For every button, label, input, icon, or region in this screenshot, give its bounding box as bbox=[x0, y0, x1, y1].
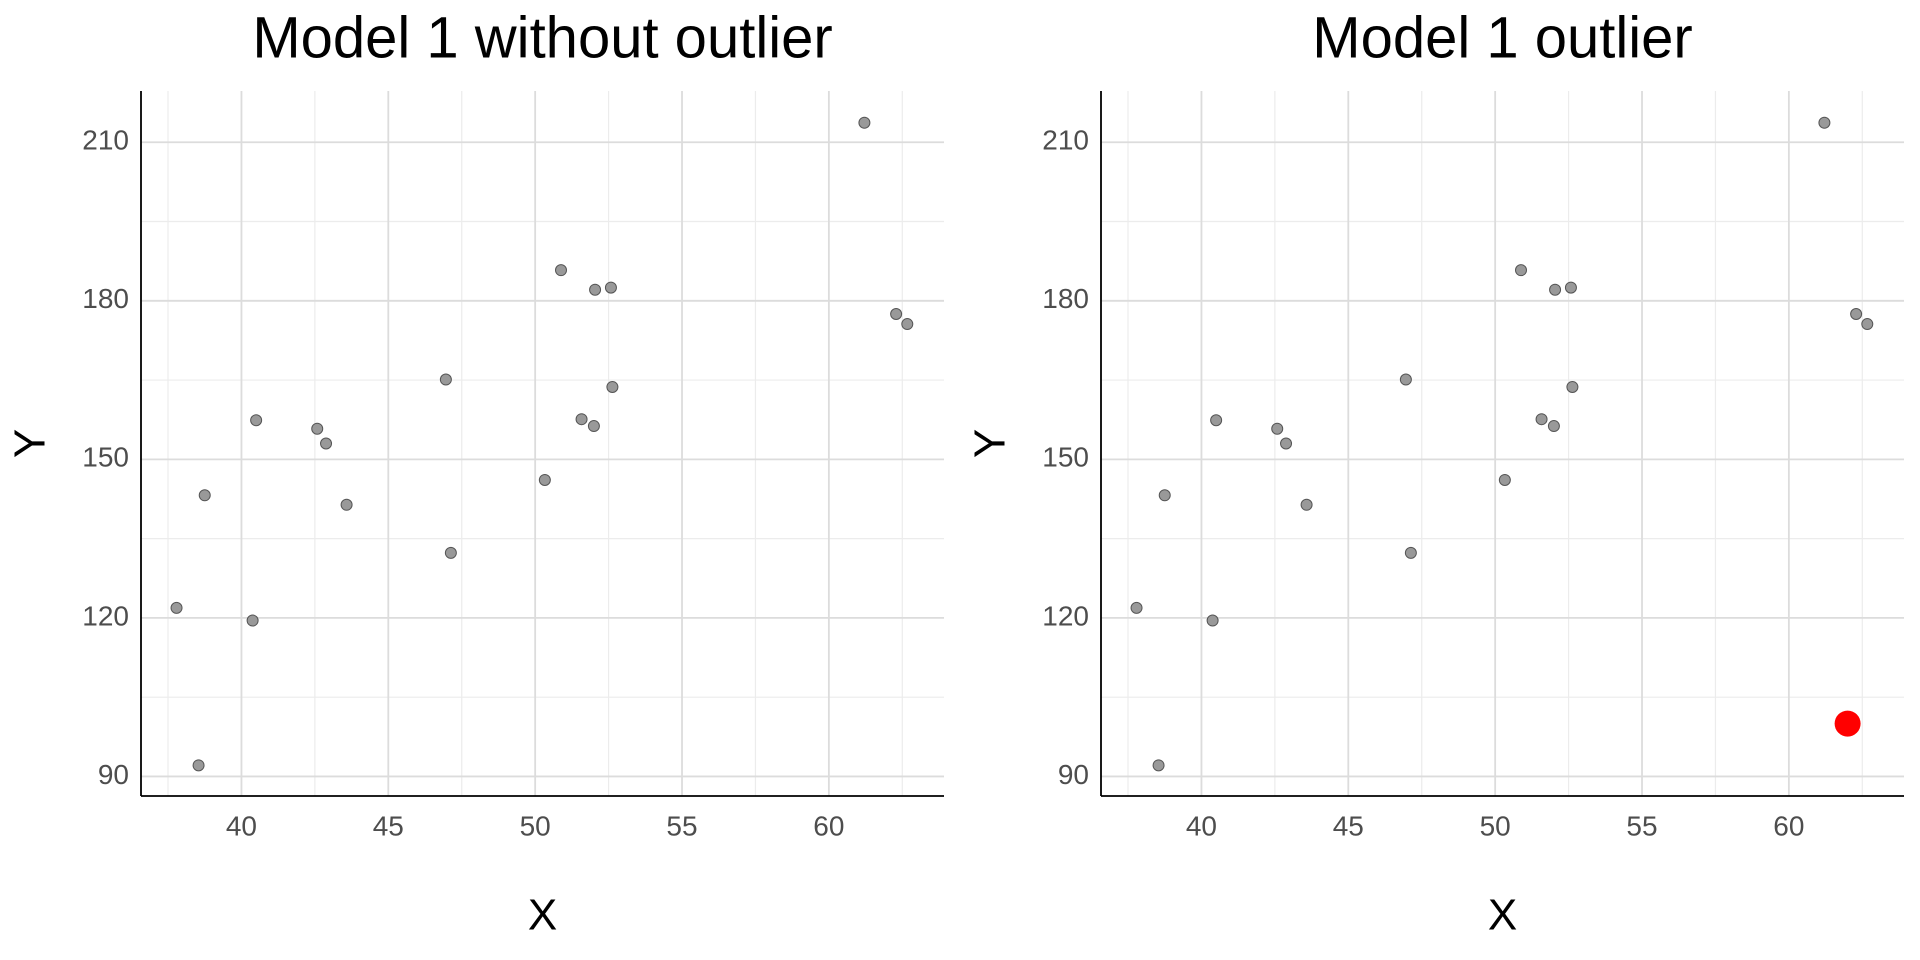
x-tick-label: 40 bbox=[1186, 810, 1217, 841]
y-axis-title: Y bbox=[966, 429, 1015, 458]
y-tick-label: 90 bbox=[1058, 759, 1089, 790]
point bbox=[1566, 380, 1579, 393]
point bbox=[1210, 414, 1223, 427]
point bbox=[1498, 473, 1511, 486]
point bbox=[1399, 373, 1412, 386]
point bbox=[1861, 318, 1874, 331]
chart-title: Model 1 outlier bbox=[1312, 5, 1692, 70]
point bbox=[858, 116, 871, 129]
point bbox=[311, 422, 324, 435]
y-tick-label: 210 bbox=[82, 125, 129, 156]
y-tick-label: 180 bbox=[1042, 283, 1089, 314]
x-tick-label: 45 bbox=[1333, 810, 1364, 841]
point bbox=[575, 413, 588, 426]
point bbox=[1206, 614, 1219, 627]
point bbox=[1818, 116, 1831, 129]
y-axis-title: Y bbox=[6, 429, 55, 458]
x-tick-label: 60 bbox=[813, 810, 844, 841]
point bbox=[1547, 420, 1560, 433]
point bbox=[320, 437, 333, 450]
point bbox=[1158, 489, 1171, 502]
x-tick-label: 50 bbox=[520, 810, 551, 841]
x-tick-label: 45 bbox=[373, 810, 404, 841]
point bbox=[1152, 759, 1165, 772]
point bbox=[1850, 308, 1863, 321]
x-tick-label: 55 bbox=[666, 810, 697, 841]
point bbox=[1564, 281, 1577, 294]
point bbox=[1535, 413, 1548, 426]
point bbox=[901, 318, 914, 331]
y-tick-label: 150 bbox=[1042, 442, 1089, 473]
point bbox=[198, 489, 211, 502]
point bbox=[538, 473, 551, 486]
point bbox=[890, 308, 903, 321]
point bbox=[1271, 422, 1284, 435]
point bbox=[170, 601, 183, 614]
y-tick-label: 90 bbox=[98, 759, 129, 790]
outlier-point bbox=[1834, 710, 1861, 737]
point bbox=[439, 373, 452, 386]
x-axis-title: X bbox=[1488, 891, 1517, 940]
point bbox=[246, 614, 259, 627]
point bbox=[604, 281, 617, 294]
y-tick-label: 150 bbox=[82, 442, 129, 473]
chart-title: Model 1 without outlier bbox=[252, 5, 832, 70]
y-tick-label: 120 bbox=[82, 600, 129, 631]
point bbox=[1300, 498, 1313, 511]
point bbox=[444, 546, 457, 559]
point bbox=[1404, 546, 1417, 559]
x-tick-label: 50 bbox=[1480, 810, 1511, 841]
point bbox=[1515, 264, 1528, 277]
y-tick-label: 180 bbox=[82, 283, 129, 314]
point bbox=[587, 420, 600, 433]
point bbox=[192, 759, 205, 772]
x-tick-label: 40 bbox=[226, 810, 257, 841]
point bbox=[250, 414, 263, 427]
point bbox=[555, 264, 568, 277]
point bbox=[1280, 437, 1293, 450]
point bbox=[1130, 601, 1143, 614]
x-axis-title: X bbox=[528, 891, 557, 940]
x-tick-label: 60 bbox=[1773, 810, 1804, 841]
y-tick-label: 210 bbox=[1042, 125, 1089, 156]
point bbox=[589, 283, 602, 296]
point bbox=[606, 380, 619, 393]
point bbox=[340, 498, 353, 511]
point bbox=[1549, 283, 1562, 296]
y-tick-label: 120 bbox=[1042, 600, 1089, 631]
x-tick-label: 55 bbox=[1626, 810, 1657, 841]
